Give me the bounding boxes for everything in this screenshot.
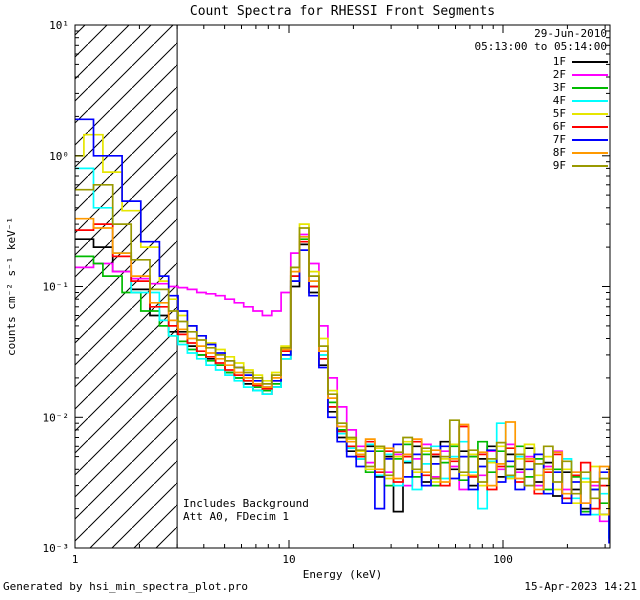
legend-color-line [572, 86, 608, 89]
legend-color-line [572, 60, 608, 63]
legend-color-line [572, 73, 608, 76]
x-tick-label: 100 [493, 553, 513, 566]
footer-generated-by: Generated by hsi_min_spectra_plot.pro [3, 580, 249, 593]
legend-label: 7F [552, 133, 566, 146]
legend-label: 6F [552, 120, 566, 133]
legend-color-line [572, 138, 608, 141]
legend-color-line [572, 164, 608, 167]
x-axis-label: Energy (keV) [303, 568, 382, 581]
legend-item-6F: 6F [553, 120, 608, 133]
legend-color-line [572, 151, 608, 154]
spectrum-7F [75, 118, 610, 544]
y-tick-label: 10⁰ [49, 150, 69, 163]
legend-label: 9F [552, 159, 566, 172]
legend-item-1F: 1F [553, 55, 608, 68]
low-energy-excluded-region [75, 25, 178, 548]
y-tick-label: 10⁻³ [43, 542, 70, 555]
legend-item-8F: 8F [553, 146, 608, 159]
legend-label: 4F [552, 94, 566, 107]
footer-timestamp: 15-Apr-2023 14:21 [524, 580, 637, 593]
y-tick-label: 10⁻² [43, 411, 70, 424]
annotation-attenuator-state: Att A0, FDecim 1 [183, 510, 289, 523]
legend-item-4F: 4F [553, 94, 608, 107]
spectrum-9F [75, 183, 610, 510]
legend: 1F 2F 3F 4F 5F 6F 7F 8F 9F [553, 55, 608, 172]
legend-label: 5F [552, 107, 566, 120]
legend-item-9F: 9F [553, 159, 608, 172]
legend-item-2F: 2F [553, 68, 608, 81]
observation-time-range: 05:13:00 to 05:14:00 [474, 40, 607, 53]
chart-title: Count Spectra for RHESSI Front Segments [189, 4, 496, 19]
legend-label: 2F [552, 68, 566, 81]
y-axis-label: counts cm⁻² s⁻¹ keV⁻¹ [5, 217, 18, 356]
legend-color-line [572, 99, 608, 102]
y-tick-label: 10¹ [49, 19, 69, 32]
legend-color-line [572, 125, 608, 128]
legend-label: 3F [552, 81, 566, 94]
y-tick-label: 10⁻¹ [43, 281, 70, 294]
x-tick-label: 1 [72, 553, 79, 566]
legend-color-line [572, 112, 608, 115]
legend-label: 8F [552, 146, 566, 159]
x-tick-label: 10 [282, 553, 295, 566]
legend-item-5F: 5F [553, 107, 608, 120]
legend-item-7F: 7F [553, 133, 608, 146]
legend-label: 1F [552, 55, 566, 68]
observation-date: 29-Jun-2010 [534, 27, 607, 40]
annotation-includes-background: Includes Background [183, 497, 309, 510]
legend-item-3F: 3F [553, 81, 608, 94]
